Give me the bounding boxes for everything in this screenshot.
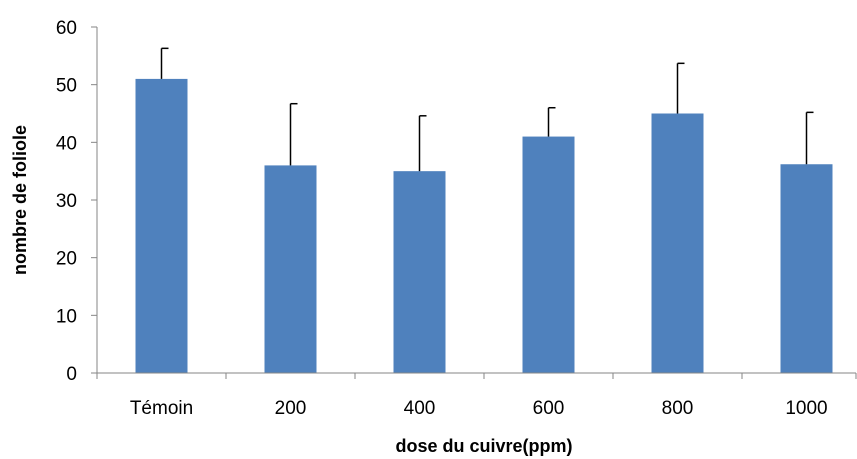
y-tick-label: 10 <box>56 306 77 327</box>
x-axis-title: dose du cuivre(ppm) <box>395 436 572 456</box>
x-tick-label: 1000 <box>785 398 827 419</box>
bar <box>264 165 317 373</box>
x-tick-label: 800 <box>662 398 694 419</box>
y-tick-label: 40 <box>56 133 77 154</box>
x-tick-label: 400 <box>404 398 436 419</box>
bar <box>393 171 446 373</box>
y-tick-label: 60 <box>56 18 77 39</box>
x-tick-label: 200 <box>275 398 307 419</box>
bar <box>135 78 188 374</box>
bar <box>522 136 575 373</box>
x-tick-label: Témoin <box>130 398 193 419</box>
x-ticks-group: Témoin 200 400 600 800 1000 <box>96 373 857 419</box>
bar <box>651 113 704 373</box>
error-bars-group <box>160 47 814 172</box>
x-tick-label: 600 <box>533 398 565 419</box>
y-axis-title: nombre de foliole <box>10 125 30 275</box>
y-tick-label: 20 <box>56 249 77 270</box>
bars-group <box>135 78 833 374</box>
bar <box>780 164 833 373</box>
y-ticks-group: 0 10 20 30 40 50 60 <box>56 18 97 385</box>
y-tick-label: 0 <box>66 364 77 385</box>
y-tick-label: 30 <box>56 191 77 212</box>
y-tick-label: 50 <box>56 76 77 97</box>
